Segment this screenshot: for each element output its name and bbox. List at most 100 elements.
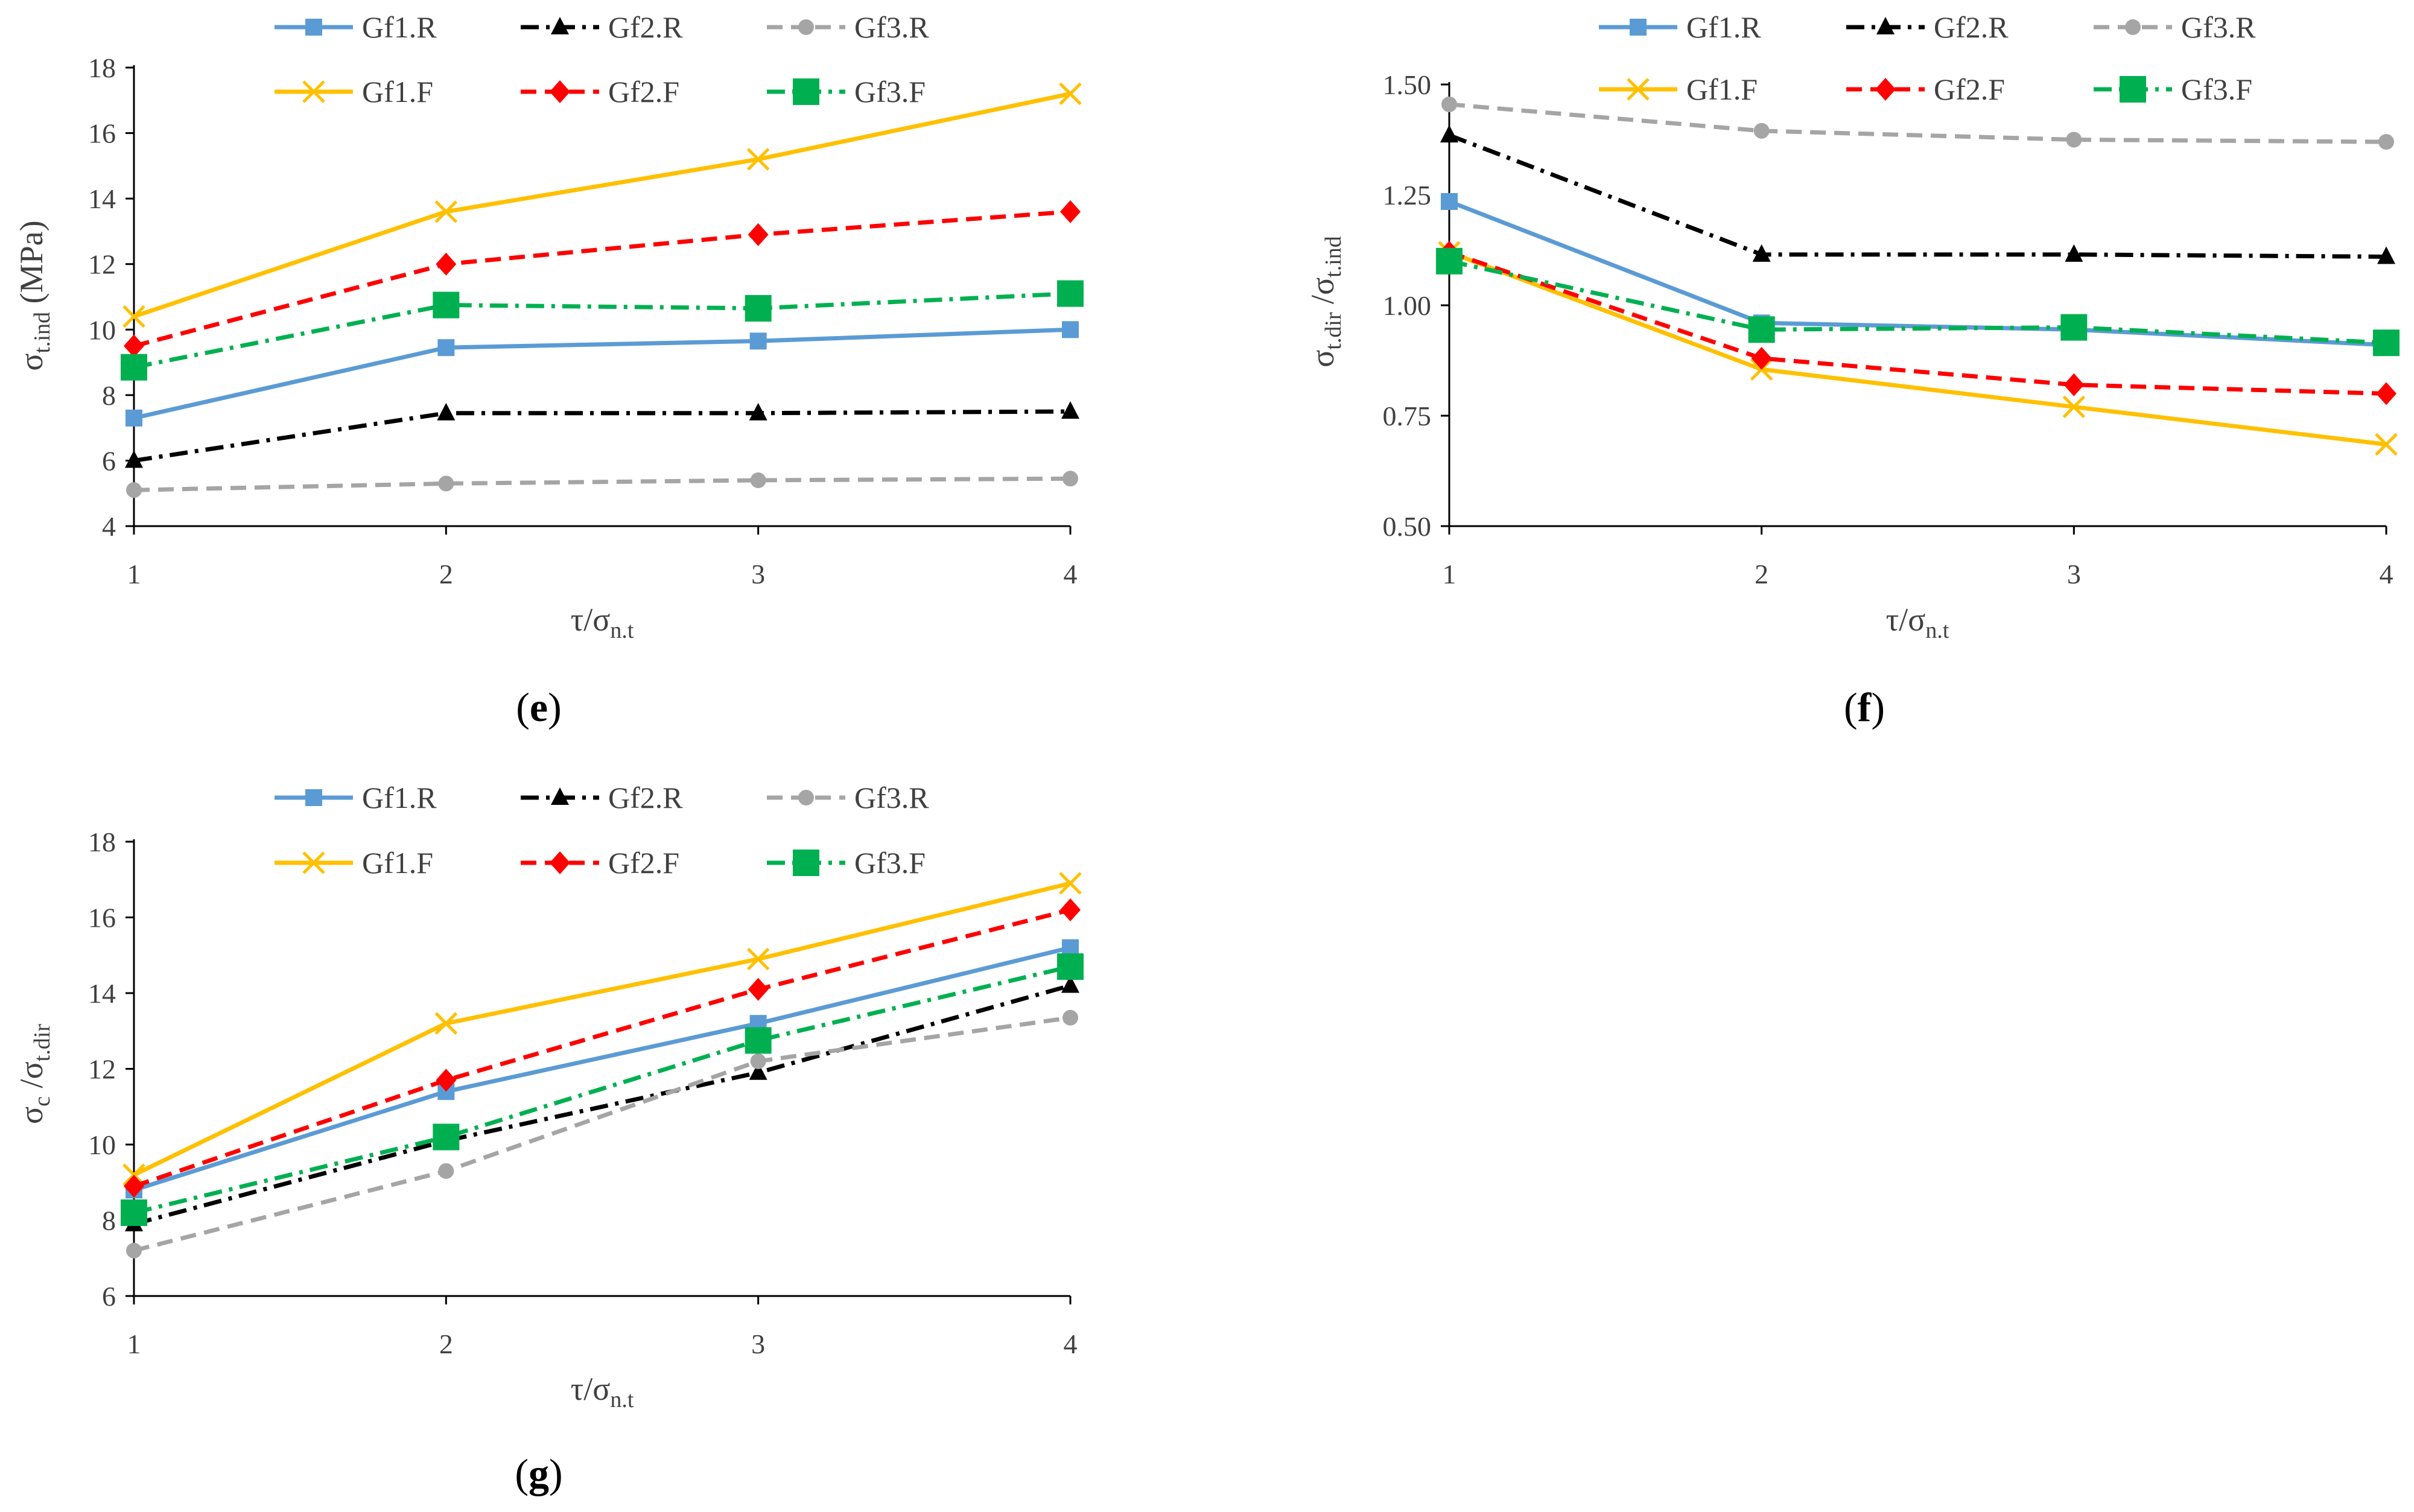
panel-e-legend-marker-gf3-f xyxy=(793,78,819,105)
panel-g-line-gf2-f xyxy=(133,907,1071,1189)
panel-g-x-axis-title: τ/σn.t xyxy=(571,1371,634,1412)
panel-e-legend-label-gf3-r: Gf3.R xyxy=(854,10,929,44)
panel-f-point-gf3-r xyxy=(1441,96,1457,112)
panel-g-y-tick-label: 16 xyxy=(88,903,116,933)
panel-g-series-gf3-r xyxy=(126,1009,1078,1259)
panel-f-legend-marker-gf1-r xyxy=(1630,19,1647,36)
panel-f-point-gf3-f xyxy=(2060,314,2088,341)
panel-e-line-gf2-r xyxy=(133,409,1071,463)
panel-e-legend-label-gf1-f: Gf1.F xyxy=(362,75,433,109)
panel-g-point-gf2-f xyxy=(436,1069,457,1092)
panel-e-x-tick-label: 2 xyxy=(439,559,453,589)
panel-e-line-gf1-r xyxy=(133,327,1071,421)
panel-e-y-tick-label: 14 xyxy=(88,183,116,214)
panel-e-y-axis-title: σt.ind (MPa) xyxy=(13,220,55,370)
panel-f-line-gf1-r xyxy=(1448,199,2387,348)
panel-f-x-tick-label: 4 xyxy=(2380,559,2393,589)
panel-e-point-gf1-r xyxy=(125,409,142,427)
panel-f-line-gf2-f xyxy=(1448,250,2387,396)
panel-g-point-gf1-f xyxy=(434,1012,458,1035)
panel-g-legend-label-gf2-r: Gf2.R xyxy=(608,781,683,815)
panel-f-point-gf2-r xyxy=(1440,125,1458,143)
panel-e-series-gf1-f xyxy=(122,82,1082,328)
panel-g-point-gf1-r xyxy=(1062,939,1079,956)
panel-f-series-gf2-r xyxy=(1440,125,2395,264)
panel-f-legend-label-gf1-r: Gf1.R xyxy=(1686,10,1761,44)
panel-f-label: (f) xyxy=(1844,684,1885,730)
panel-f-y-tick-label: 0.75 xyxy=(1383,401,1432,431)
panel-e-point-gf1-f xyxy=(434,200,458,223)
panel-e-point-gf2-f xyxy=(436,252,457,276)
panel-f-series-gf2-f xyxy=(1439,241,2397,405)
panel-g-point-gf3-r xyxy=(126,1242,142,1259)
panel-g-legend-label-gf3-f: Gf3.F xyxy=(854,846,926,880)
panel-e-point-gf3-f xyxy=(745,295,772,322)
panel-g-series-gf1-r xyxy=(125,939,1079,1199)
panel-e-x-axis-title: τ/σn.t xyxy=(571,602,634,643)
panel-e-series-gf2-f xyxy=(124,200,1081,358)
panel-f-legend-label-gf1-f: Gf1.F xyxy=(1686,72,1758,106)
panel-f-point-gf2-r xyxy=(2377,246,2395,264)
panel-f-point-gf2-r xyxy=(2065,244,2083,262)
panel-e-point-gf1-f xyxy=(746,148,770,171)
panel-g-legend: Gf1.R Gf2.R Gf3.R Gf1.F Gf2.F Gf3.F xyxy=(275,781,929,880)
panel-f-point-gf2-r xyxy=(1752,244,1771,262)
panel-e-y-tick-label: 4 xyxy=(102,511,116,542)
panel-e-legend-label-gf2-f: Gf2.F xyxy=(608,75,679,109)
panel-g-point-gf3-f xyxy=(745,1027,772,1054)
panel-e-point-gf1-r xyxy=(1062,321,1079,338)
panel-e-series-gf1-r xyxy=(125,321,1079,427)
panel-f-point-gf2-f xyxy=(1751,346,1772,370)
panel-e-point-gf2-f xyxy=(1060,200,1081,223)
panel-e-point-gf1-f xyxy=(1059,82,1082,106)
panel-e-legend-marker-gf2-r xyxy=(551,17,569,34)
panel-f-point-gf3-r xyxy=(2066,132,2082,148)
panel-e-legend-label-gf2-r: Gf2.R xyxy=(608,10,683,44)
panel-e-point-gf1-r xyxy=(749,332,767,350)
panel-f-point-gf3-r xyxy=(1753,122,1770,139)
panel-g-point-gf2-r xyxy=(1061,975,1079,993)
panel-g-legend-marker-gf3-r xyxy=(798,790,814,805)
panel-e-point-gf1-r xyxy=(437,339,455,357)
panel-g-series-gf2-f xyxy=(124,898,1081,1198)
panel-f-series-gf3-r xyxy=(1441,96,2394,150)
panel-g-y-tick-label: 18 xyxy=(88,827,116,857)
panel-f-line-gf2-r xyxy=(1448,133,2387,259)
panel-g-point-gf3-r xyxy=(438,1163,454,1179)
panel-e-point-gf2-r xyxy=(437,402,456,421)
panel-f-point-gf2-f xyxy=(2376,382,2397,405)
panel-g-y-axis-title: σc /σt.dir xyxy=(13,1024,55,1124)
panel-e-line-gf2-f xyxy=(133,209,1071,348)
panel-e-legend-marker-gf1-r xyxy=(305,19,322,36)
panel-e-series-gf3-f xyxy=(121,280,1084,381)
panel-e-point-gf2-r xyxy=(125,450,143,468)
panel-g-point-gf1-f xyxy=(1059,872,1082,895)
panel-g-point-gf2-f xyxy=(1060,898,1081,921)
panel-f-legend-marker-gf2-f xyxy=(1875,78,1896,101)
panel-e-point-gf2-r xyxy=(1061,401,1079,419)
panel-g-x-tick-label: 2 xyxy=(439,1329,453,1359)
panel-g-point-gf3-f xyxy=(1057,953,1084,980)
panel-g-y-tick-label: 8 xyxy=(102,1205,116,1236)
panel-e-y-tick-label: 16 xyxy=(88,118,116,149)
panel-e-y-tick-label: 18 xyxy=(88,52,116,83)
panel-e-line-gf3-f xyxy=(133,291,1071,370)
panel-f-point-gf3-f xyxy=(1748,316,1775,343)
panel-f-point-gf3-f xyxy=(2373,329,2400,357)
panel-f-x-tick-label: 1 xyxy=(1443,559,1456,589)
panel-g-point-gf2-f xyxy=(124,1175,144,1198)
panel-f-point-gf2-f xyxy=(2063,373,2085,396)
panel-g-y-tick-label: 6 xyxy=(102,1281,116,1312)
panel-g-point-gf3-f xyxy=(121,1199,147,1226)
panel-g-y-tick-label: 14 xyxy=(88,978,116,1009)
panel-g-legend-label-gf3-r: Gf3.R xyxy=(854,781,929,815)
panel-f-legend: Gf1.R Gf2.R Gf3.R Gf1.F Gf2.F Gf3.F xyxy=(1599,10,2256,106)
panel-f-legend-label-gf2-f: Gf2.F xyxy=(1934,72,2005,106)
panel-g-series-gf2-r xyxy=(125,975,1079,1231)
panel-e-point-gf3-r xyxy=(438,475,454,492)
panel-f-legend-label-gf3-f: Gf3.F xyxy=(2181,72,2252,106)
panel-f-legend-label-gf2-r: Gf2.R xyxy=(1934,10,2009,44)
